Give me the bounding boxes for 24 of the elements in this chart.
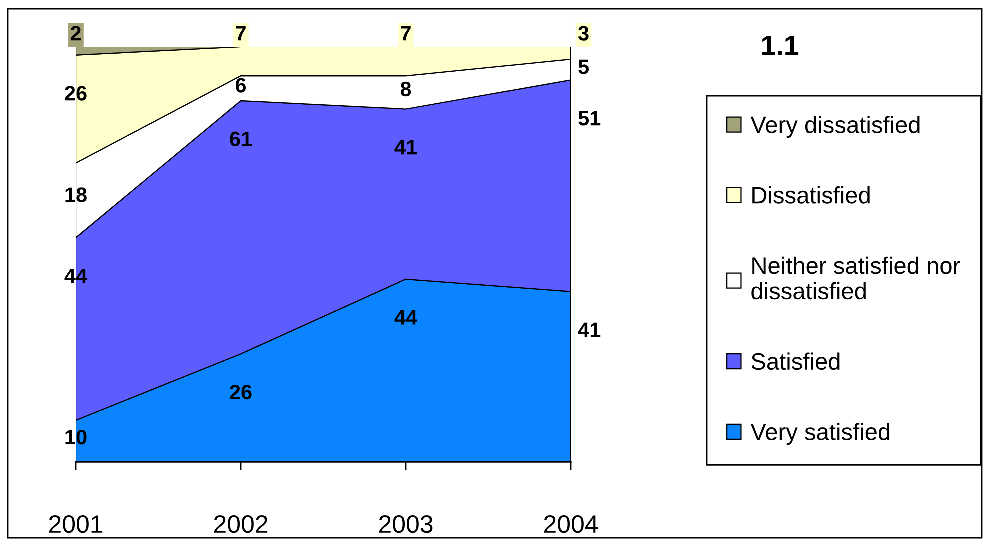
legend-label: Very satisfied	[750, 423, 890, 446]
data-label: 61	[230, 132, 252, 147]
x-tick-label: 2002	[214, 515, 268, 534]
legend-label: Neither satisfied nor dissatisfied	[752, 256, 960, 300]
data-label: 5	[578, 60, 590, 74]
legend-label: Satisfied	[752, 352, 840, 370]
data-label: 41	[394, 140, 418, 155]
x-tick-label: 2003	[379, 515, 433, 534]
data-label: 7	[401, 26, 411, 41]
data-label: 26	[230, 384, 252, 400]
legend-label: Very dissatisfied	[750, 116, 920, 138]
data-label: 3	[578, 26, 589, 41]
data-label: 8	[400, 82, 412, 97]
text: 1.1	[762, 36, 799, 56]
data-label: 7	[236, 26, 246, 41]
data-label: 44	[394, 310, 418, 325]
data-label: 10	[66, 430, 87, 445]
legend-label: Dissatisfied	[752, 186, 870, 204]
x-tick-label: 2004	[544, 515, 598, 534]
data-label: 51	[578, 111, 601, 126]
data-label: 41	[578, 322, 601, 338]
x-tick-label: 2001	[49, 515, 103, 534]
data-label: 2	[70, 26, 81, 41]
data-label: 6	[236, 78, 246, 93]
